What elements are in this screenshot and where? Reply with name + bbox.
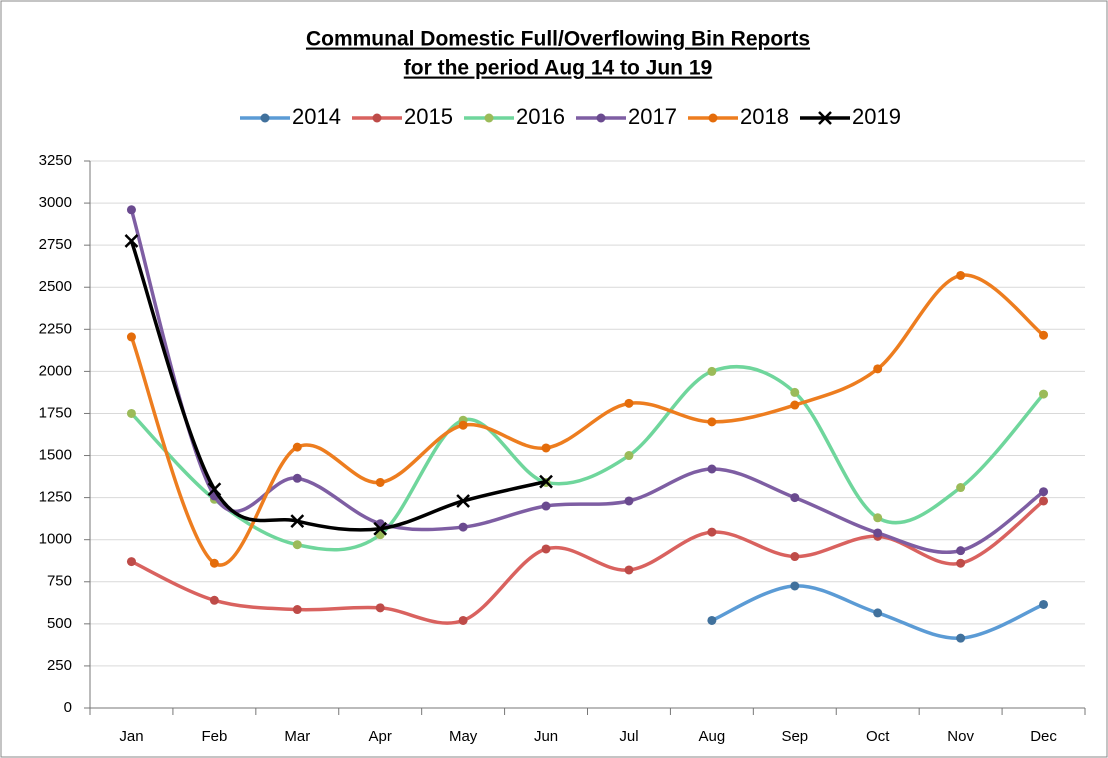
marker: [707, 366, 717, 376]
marker: [707, 417, 717, 427]
x-tick-label: Oct: [866, 728, 890, 745]
y-tick-label: 1500: [39, 447, 72, 464]
series-line: [129, 273, 1045, 567]
y-tick-label: 3000: [39, 194, 72, 211]
marker: [624, 496, 634, 506]
x-tick-label: Dec: [1030, 728, 1057, 745]
marker: [541, 544, 551, 554]
y-tick-label: 2500: [39, 278, 72, 295]
marker: [790, 387, 800, 397]
marker: [707, 464, 717, 474]
legend-label: 2017: [628, 104, 677, 129]
marker: [1039, 599, 1049, 609]
marker: [456, 494, 471, 508]
marker: [375, 603, 385, 613]
x-tick-label: Jan: [119, 728, 143, 745]
marker: [126, 205, 136, 215]
legend-marker: [596, 113, 606, 123]
marker: [624, 565, 634, 575]
legend-label: 2018: [740, 104, 789, 129]
marker: [292, 605, 302, 615]
marker: [539, 474, 553, 489]
marker: [209, 558, 219, 568]
legend-marker: [818, 111, 832, 125]
x-tick-label: Apr: [369, 728, 392, 745]
marker: [956, 270, 966, 280]
marker: [373, 521, 388, 536]
marker: [956, 483, 966, 493]
x-tick-label: Sep: [781, 728, 808, 745]
x-tick-label: Jul: [619, 728, 638, 745]
marker: [873, 608, 883, 618]
legend-marker: [708, 113, 718, 123]
legend-marker: [372, 113, 382, 123]
marker: [290, 514, 305, 529]
marker: [292, 473, 302, 483]
marker: [375, 477, 385, 487]
x-tick-label: Mar: [284, 728, 310, 745]
x-tick-label: Jun: [534, 728, 558, 745]
legend-label: 2015: [404, 104, 453, 129]
marker: [458, 522, 468, 532]
marker: [126, 332, 136, 342]
legend-marker: [484, 113, 494, 123]
x-tick-label: Aug: [699, 728, 726, 745]
y-tick-label: 2000: [39, 362, 72, 379]
marker: [126, 408, 136, 418]
y-tick-label: 1250: [39, 489, 72, 506]
marker: [541, 501, 551, 511]
y-tick-label: 500: [47, 615, 72, 632]
marker: [1039, 389, 1049, 399]
chart-title: Communal Domestic Full/Overflowing Bin R…: [306, 28, 810, 51]
legend-label: 2019: [852, 104, 901, 129]
marker: [707, 527, 717, 537]
legend-label: 2016: [516, 104, 565, 129]
marker: [209, 595, 219, 605]
marker: [873, 528, 883, 538]
marker: [790, 581, 800, 591]
y-tick-label: 1750: [39, 404, 72, 421]
marker: [956, 546, 966, 556]
marker: [707, 615, 717, 625]
marker: [458, 420, 468, 430]
x-tick-label: Nov: [947, 728, 974, 745]
marker: [124, 234, 139, 248]
marker: [1039, 330, 1049, 340]
marker: [790, 493, 800, 503]
marker: [956, 633, 966, 643]
marker: [1039, 496, 1049, 506]
y-tick-label: 0: [64, 699, 72, 716]
marker: [458, 615, 468, 625]
marker: [790, 400, 800, 410]
y-tick-label: 1000: [39, 531, 72, 548]
marker: [873, 513, 883, 523]
y-tick-label: 250: [47, 657, 72, 674]
marker: [790, 552, 800, 562]
legend-label: 2014: [292, 104, 341, 129]
marker: [956, 558, 966, 568]
marker: [1039, 487, 1049, 497]
marker: [873, 364, 883, 374]
marker: [292, 442, 302, 452]
marker: [207, 482, 222, 497]
marker: [126, 557, 136, 567]
legend-marker: [260, 113, 270, 123]
marker: [292, 540, 302, 550]
x-tick-label: Feb: [201, 728, 227, 745]
x-tick-label: May: [449, 728, 478, 745]
marker: [624, 398, 634, 408]
y-tick-label: 750: [47, 573, 72, 590]
y-tick-label: 2750: [39, 236, 72, 253]
marker: [541, 443, 551, 453]
y-tick-label: 3250: [39, 152, 72, 169]
chart-subtitle: for the period Aug 14 to Jun 19: [404, 57, 712, 80]
marker: [624, 451, 634, 461]
y-tick-label: 2250: [39, 320, 72, 337]
